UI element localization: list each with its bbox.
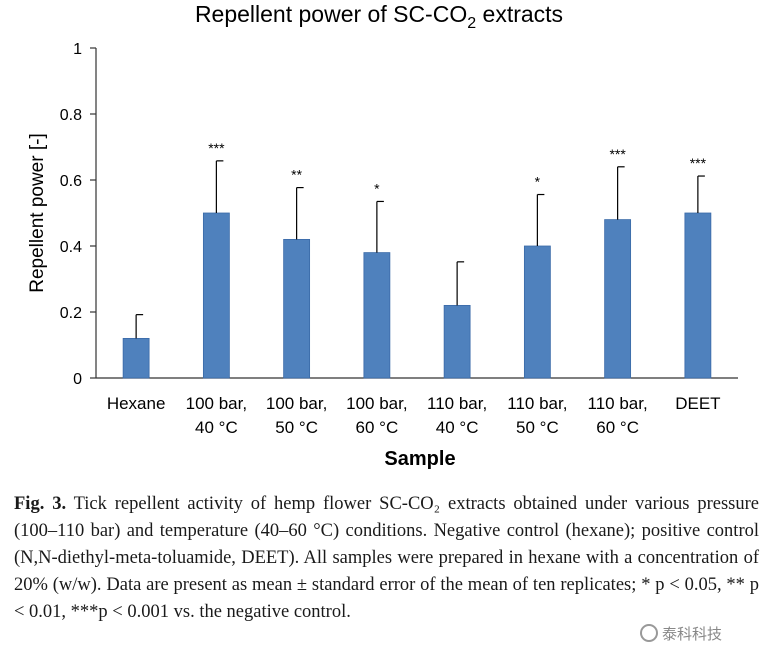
watermark-text: 泰科科技 bbox=[662, 625, 723, 643]
chart-title: Repellent power of SC-CO2 extracts bbox=[195, 1, 563, 32]
chart-labels: Hexane *** 100 bar, 40 °C ** 100 bar, 50 °C * 10… bbox=[107, 140, 721, 437]
bar bbox=[523, 245, 551, 379]
figure-caption: Fig. 3. Tick repellent activity of hemp … bbox=[14, 491, 759, 626]
significance-label: *** bbox=[208, 140, 225, 156]
y-tick-label: 0.8 bbox=[60, 107, 82, 124]
y-tick-label: 1 bbox=[73, 41, 82, 58]
x-tick-label: 110 bar, bbox=[588, 394, 648, 413]
significance-label: *** bbox=[690, 155, 707, 171]
y-axis-label: Repellent power [-] bbox=[27, 133, 48, 292]
x-tick-label: DEET bbox=[675, 394, 720, 413]
bar-chart: Repellent power of SC-CO2 extracts 00.20… bbox=[27, 1, 738, 470]
x-tick-label: Hexane bbox=[107, 394, 166, 413]
x-tick-label: 100 bar, bbox=[186, 394, 247, 413]
y-tick-label: 0.4 bbox=[60, 239, 82, 256]
chart-bars bbox=[122, 160, 712, 379]
x-axis-label: Sample bbox=[384, 448, 455, 470]
y-tick-label: 0.2 bbox=[60, 305, 82, 322]
bar bbox=[684, 212, 712, 379]
x-tick-label-line2: 50 °C bbox=[275, 418, 318, 437]
x-tick-label-line2: 40 °C bbox=[195, 418, 238, 437]
y-tick-label: 0.6 bbox=[60, 173, 82, 190]
y-tick-label: 0 bbox=[73, 371, 82, 388]
x-tick-label: 100 bar, bbox=[346, 394, 407, 413]
bar bbox=[363, 252, 391, 379]
significance-label: ** bbox=[291, 167, 302, 183]
bar bbox=[604, 219, 632, 379]
caption-text: Tick repellent activity of hemp flower S… bbox=[14, 494, 759, 622]
wechat-icon bbox=[640, 624, 658, 642]
bar bbox=[122, 337, 150, 379]
watermark: 泰科科技 bbox=[636, 622, 727, 645]
figure-label: Fig. 3. bbox=[14, 494, 67, 514]
x-tick-label-line2: 60 °C bbox=[356, 418, 399, 437]
x-tick-label-line2: 40 °C bbox=[436, 418, 479, 437]
x-tick-label-line2: 50 °C bbox=[516, 418, 559, 437]
x-tick-label: 110 bar, bbox=[507, 394, 567, 413]
chart-axes: 0 0.2 0.4 0.6 0.8 1 Repellent power [-] Sample bbox=[27, 41, 738, 470]
bar bbox=[443, 304, 471, 379]
chart-title-text: Repellent power of SC-CO2 extracts bbox=[195, 1, 563, 32]
x-tick-label-line2: 60 °C bbox=[596, 418, 639, 437]
x-tick-label: 100 bar, bbox=[266, 394, 327, 413]
significance-label: * bbox=[535, 174, 541, 190]
significance-label: *** bbox=[609, 146, 626, 162]
bar bbox=[283, 238, 311, 379]
bar bbox=[202, 212, 230, 379]
x-tick-label: 110 bar, bbox=[427, 394, 487, 413]
significance-label: * bbox=[374, 180, 380, 196]
